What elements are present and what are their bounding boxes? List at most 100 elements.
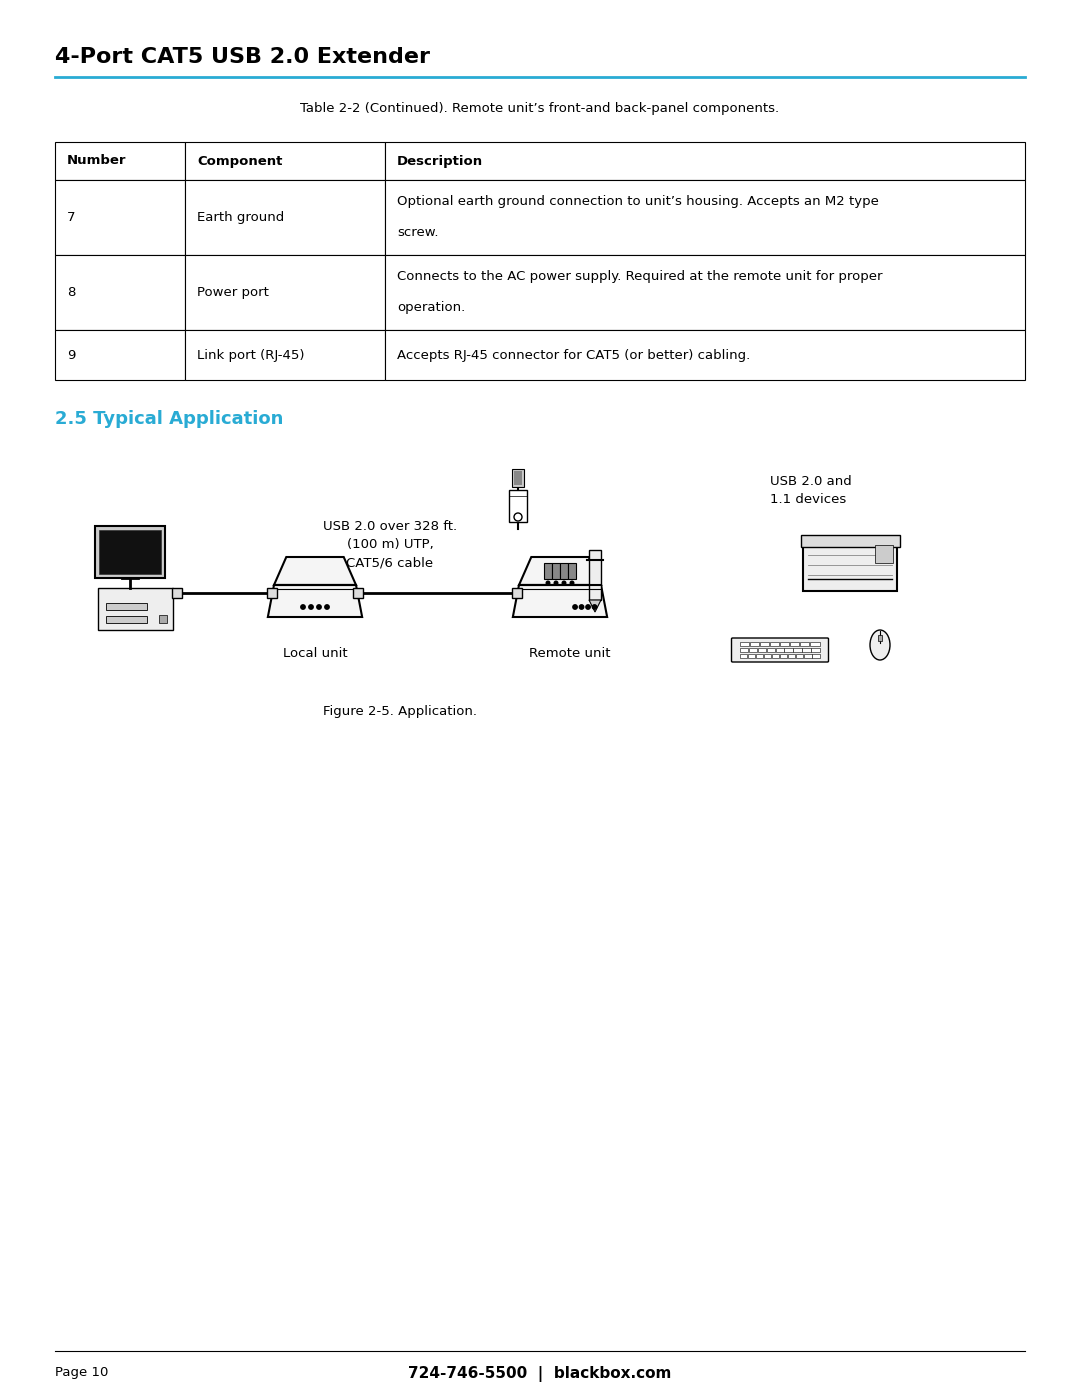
Polygon shape (519, 557, 600, 585)
Bar (788, 654, 795, 658)
Polygon shape (268, 585, 362, 617)
Bar (185, 142, 384, 180)
Circle shape (514, 513, 522, 521)
Bar (757, 648, 766, 652)
Bar (55, 180, 185, 256)
Bar (384, 256, 1025, 330)
Bar (802, 539, 897, 591)
Bar (353, 588, 363, 598)
Bar (784, 648, 793, 652)
Bar (512, 588, 522, 598)
Text: 2.5 Typical Application: 2.5 Typical Application (55, 409, 283, 427)
Bar (95, 527, 165, 578)
Bar (791, 643, 799, 645)
Text: 7: 7 (67, 211, 76, 224)
Circle shape (301, 605, 306, 609)
Bar (267, 588, 276, 598)
Bar (811, 648, 820, 652)
Bar (159, 615, 166, 623)
Bar (561, 563, 568, 578)
Bar (747, 654, 755, 658)
Bar (748, 648, 757, 652)
Bar (55, 256, 185, 330)
Text: Accepts RJ-45 connector for CAT5 (or better) cabling.: Accepts RJ-45 connector for CAT5 (or bet… (397, 348, 751, 362)
Text: Component: Component (197, 155, 282, 168)
Bar (55, 142, 185, 180)
Bar (185, 180, 384, 256)
Text: 4-Port CAT5 USB 2.0 Extender: 4-Port CAT5 USB 2.0 Extender (55, 47, 430, 67)
Ellipse shape (870, 630, 890, 659)
Text: Link port (RJ-45): Link port (RJ-45) (197, 348, 305, 362)
Polygon shape (589, 599, 600, 612)
Bar (544, 563, 552, 578)
Bar (106, 604, 147, 610)
Bar (802, 648, 811, 652)
Bar (800, 535, 900, 548)
Bar (512, 469, 524, 488)
Text: Page 10: Page 10 (55, 1366, 108, 1379)
Text: Earth ground: Earth ground (197, 211, 284, 224)
Bar (764, 654, 771, 658)
Text: 724-746-5500  |  blackbox.com: 724-746-5500 | blackbox.com (408, 1366, 672, 1382)
Circle shape (325, 605, 329, 609)
Text: Remote unit: Remote unit (529, 647, 611, 659)
Bar (384, 180, 1025, 256)
Bar (740, 654, 747, 658)
Bar (756, 654, 764, 658)
Text: Figure 2-5. Application.: Figure 2-5. Application. (323, 705, 477, 718)
Bar (384, 330, 1025, 380)
Circle shape (579, 605, 584, 609)
Bar (800, 643, 810, 645)
Bar (99, 529, 161, 574)
Text: operation.: operation. (397, 300, 465, 314)
Text: 8: 8 (67, 286, 76, 299)
Bar (794, 648, 801, 652)
Text: USB 2.0 and
1.1 devices: USB 2.0 and 1.1 devices (770, 475, 852, 506)
Circle shape (316, 605, 321, 609)
Text: 9: 9 (67, 348, 76, 362)
Bar (767, 648, 774, 652)
Bar (750, 643, 759, 645)
Bar (552, 563, 559, 578)
Text: USB 2.0 over 328 ft.
(100 m) UTP,
CAT5/6 cable: USB 2.0 over 328 ft. (100 m) UTP, CAT5/6… (323, 520, 457, 569)
Bar (810, 643, 820, 645)
Bar (780, 654, 787, 658)
Circle shape (309, 605, 313, 609)
Bar (106, 616, 147, 623)
Bar (55, 330, 185, 380)
Bar (780, 643, 789, 645)
Bar (172, 588, 183, 598)
Circle shape (554, 581, 557, 585)
Circle shape (563, 581, 566, 585)
Bar (812, 654, 820, 658)
Bar (509, 490, 527, 522)
Text: screw.: screw. (397, 226, 438, 239)
Bar (740, 648, 747, 652)
Bar (876, 545, 893, 563)
Bar (384, 142, 1025, 180)
Polygon shape (274, 557, 356, 585)
Text: Optional earth ground connection to unit’s housing. Accepts an M2 type: Optional earth ground connection to unit… (397, 194, 879, 208)
Bar (97, 588, 173, 630)
Polygon shape (513, 585, 607, 617)
Circle shape (546, 581, 550, 585)
Bar (775, 648, 784, 652)
Text: Connects to the AC power supply. Required at the remote unit for proper: Connects to the AC power supply. Require… (397, 270, 882, 282)
Bar (796, 654, 804, 658)
Text: Description: Description (397, 155, 483, 168)
Text: Table 2-2 (Continued). Remote unit’s front-and back-panel components.: Table 2-2 (Continued). Remote unit’s fro… (300, 102, 780, 115)
Bar (568, 563, 576, 578)
Bar (772, 654, 779, 658)
Text: Power port: Power port (197, 286, 269, 299)
Bar (805, 654, 811, 658)
Text: Number: Number (67, 155, 126, 168)
Bar (185, 256, 384, 330)
Bar (185, 330, 384, 380)
Circle shape (585, 605, 591, 609)
Circle shape (592, 605, 597, 609)
Bar (589, 550, 600, 599)
Bar (740, 643, 748, 645)
Bar (514, 471, 522, 485)
Circle shape (572, 605, 577, 609)
FancyBboxPatch shape (731, 638, 828, 662)
